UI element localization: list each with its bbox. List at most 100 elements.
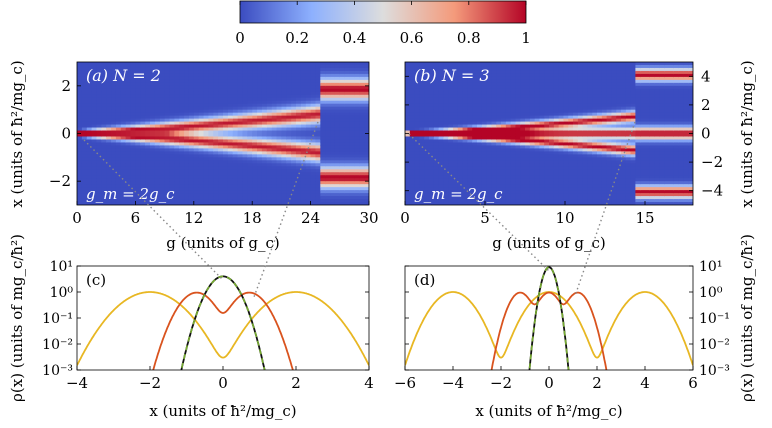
- heatmap-cell: [281, 97, 287, 102]
- heatmap-cell: [315, 190, 321, 194]
- heatmap-cell: [325, 109, 331, 114]
- heatmap-cell: [539, 178, 545, 182]
- heatmap-cell: [359, 64, 365, 69]
- heatmap-cell: [169, 112, 175, 117]
- heatmap-cell: [563, 64, 569, 69]
- heatmap-cell: [573, 190, 579, 194]
- heatmap-cell: [266, 199, 273, 203]
- heatmap-cell: [232, 67, 239, 72]
- heatmap-cell: [457, 97, 464, 102]
- heatmap-cell: [281, 142, 287, 147]
- heatmap-cell: [227, 172, 234, 176]
- heatmap-cell: [227, 151, 234, 155]
- heatmap-cell: [286, 91, 292, 96]
- heatmap-cell: [77, 181, 83, 185]
- heatmap-cell: [349, 130, 355, 135]
- heatmap-cell: [505, 64, 512, 69]
- heatmap-cell: [101, 145, 107, 149]
- heatmap-cell: [505, 88, 512, 93]
- heatmap-cell: [501, 118, 507, 123]
- heatmap-cell: [582, 76, 588, 81]
- heatmap-cell: [232, 82, 239, 87]
- heatmap-cell: [305, 115, 312, 120]
- heatmap-cell: [106, 169, 112, 173]
- heatmap-cell: [414, 160, 420, 164]
- heatmap-cell: [193, 130, 200, 135]
- heatmap-cell: [252, 121, 258, 126]
- heatmap-cell: [257, 160, 263, 164]
- heatmap-cell: [223, 94, 229, 99]
- heatmap-cell: [125, 79, 132, 84]
- heatmap-cell: [291, 121, 297, 126]
- heatmap-cell: [339, 67, 346, 72]
- heatmap-cell: [344, 181, 351, 185]
- heatmap-cell: [529, 175, 536, 179]
- heatmap-cell: [515, 202, 521, 205]
- heatmap-cell: [213, 151, 219, 155]
- heatmap-cell: [203, 124, 209, 129]
- heatmap-cell: [300, 202, 307, 205]
- heatmap-cell: [486, 145, 492, 149]
- heatmap-cell: [315, 151, 321, 155]
- heatmap-cell: [154, 178, 161, 182]
- heatmap-cell: [409, 118, 416, 123]
- heatmap-cell: [81, 85, 88, 90]
- heatmap-cell: [510, 187, 516, 191]
- heatmap-cell: [315, 145, 321, 149]
- colorbar: 0 0.2 0.4 0.6 0.8 1: [235, 0, 531, 47]
- heatmap-cell: [257, 139, 263, 144]
- heatmap-cell: [433, 115, 440, 120]
- heatmap-cell: [563, 124, 569, 129]
- heatmap-cell: [405, 151, 411, 155]
- heatmap-cell: [496, 73, 502, 78]
- heatmap-cell: [587, 157, 593, 161]
- heatmap-cell: [145, 118, 151, 123]
- heatmap-cell: [443, 178, 449, 182]
- heatmap-cell: [208, 88, 214, 93]
- heatmap-cell: [611, 82, 617, 87]
- heatmap-cell: [587, 115, 593, 120]
- heatmap-cell: [310, 73, 317, 78]
- heatmap-cell: [281, 169, 287, 173]
- heatmap-cell: [247, 100, 253, 105]
- heatmap-cell: [409, 121, 416, 126]
- heatmap-cell: [424, 127, 430, 132]
- heatmap-cell: [227, 62, 234, 66]
- heatmap-cell: [549, 82, 555, 87]
- heatmap-cell: [286, 82, 292, 87]
- heatmap-cell: [330, 115, 336, 120]
- heatmap-cell: [247, 172, 253, 176]
- heatmap-cell: [544, 166, 550, 170]
- heatmap-cell: [477, 82, 483, 87]
- heatmap-cell: [424, 85, 430, 90]
- heatmap-cell: [179, 166, 185, 170]
- heatmap-cell: [281, 124, 287, 129]
- heatmap-cell: [520, 181, 526, 185]
- heatmap-cell: [496, 142, 502, 147]
- heatmap-cell: [179, 100, 185, 105]
- heatmap-cell: [419, 151, 425, 155]
- heatmap-cell: [481, 148, 488, 152]
- heatmap-cell: [534, 94, 540, 99]
- heatmap-cell: [477, 169, 483, 173]
- heatmap-cell: [96, 106, 102, 111]
- heatmap-cell: [349, 73, 355, 78]
- heatmap-cell: [140, 142, 146, 147]
- heatmap-cell: [438, 64, 444, 69]
- heatmap-cell: [296, 124, 302, 129]
- heatmap-cell: [496, 130, 502, 135]
- heatmap-cell: [159, 64, 166, 69]
- heatmap-cell: [505, 82, 512, 87]
- colorbar-tick-label: 0.6: [400, 29, 424, 47]
- heatmap-cell: [568, 202, 574, 205]
- heatmap-cell: [106, 79, 112, 84]
- heatmap-cell: [125, 115, 132, 120]
- heatmap-cell: [159, 76, 166, 81]
- heatmap-cell: [291, 73, 297, 78]
- heatmap-cell: [325, 118, 331, 123]
- heatmap-cell: [140, 157, 146, 161]
- heatmap-cell: [573, 151, 579, 155]
- heatmap-cell: [491, 136, 497, 141]
- heatmap-cell: [286, 169, 292, 173]
- heatmap-cell: [577, 115, 584, 120]
